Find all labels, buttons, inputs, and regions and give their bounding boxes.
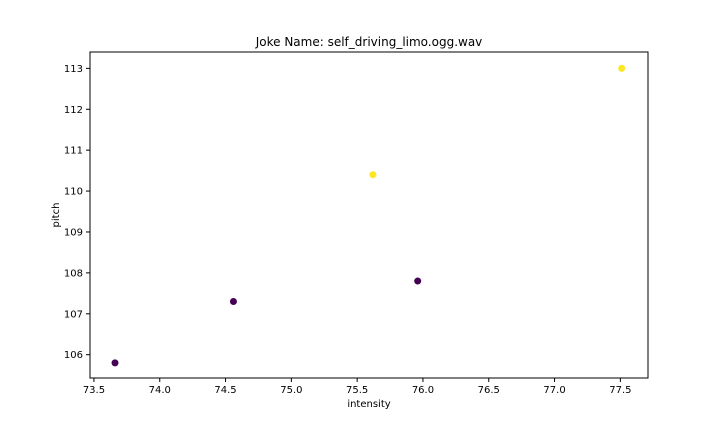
scatter-point bbox=[111, 359, 119, 367]
x-tick-label: 74.0 bbox=[149, 385, 171, 396]
scatter-point bbox=[369, 171, 377, 179]
y-axis-ticks: 106 107 108 109 110 111 112 113 bbox=[64, 64, 90, 361]
scatter-point bbox=[229, 298, 237, 306]
data-points bbox=[111, 64, 626, 367]
x-tick-label: 76.0 bbox=[412, 385, 434, 396]
x-axis-ticks: 73.5 74.0 74.5 75.0 75.5 76.0 76.5 77.0 77.5 bbox=[83, 378, 631, 396]
y-tick-label: 108 bbox=[64, 268, 83, 279]
scatter-point bbox=[414, 277, 422, 285]
y-tick-label: 107 bbox=[64, 309, 83, 320]
scatter-point bbox=[618, 64, 626, 72]
x-tick-label: 74.5 bbox=[214, 385, 236, 396]
y-tick-label: 112 bbox=[64, 105, 83, 116]
y-tick-label: 111 bbox=[64, 146, 83, 157]
x-tick-label: 76.5 bbox=[478, 385, 500, 396]
x-tick-label: 73.5 bbox=[83, 385, 105, 396]
chart-title: Joke Name: self_driving_limo.ogg.wav bbox=[255, 35, 483, 49]
y-tick-label: 109 bbox=[64, 227, 83, 238]
y-tick-label: 113 bbox=[64, 64, 83, 75]
y-axis-label: pitch bbox=[51, 203, 62, 228]
y-tick-label: 106 bbox=[64, 350, 83, 361]
x-tick-label: 75.5 bbox=[346, 385, 368, 396]
y-tick-label: 110 bbox=[64, 187, 83, 198]
plot-frame bbox=[89, 51, 649, 379]
x-tick-label: 77.5 bbox=[609, 385, 631, 396]
x-axis-label: intensity bbox=[347, 399, 390, 410]
x-tick-label: 77.0 bbox=[543, 385, 565, 396]
x-tick-label: 75.0 bbox=[280, 385, 302, 396]
